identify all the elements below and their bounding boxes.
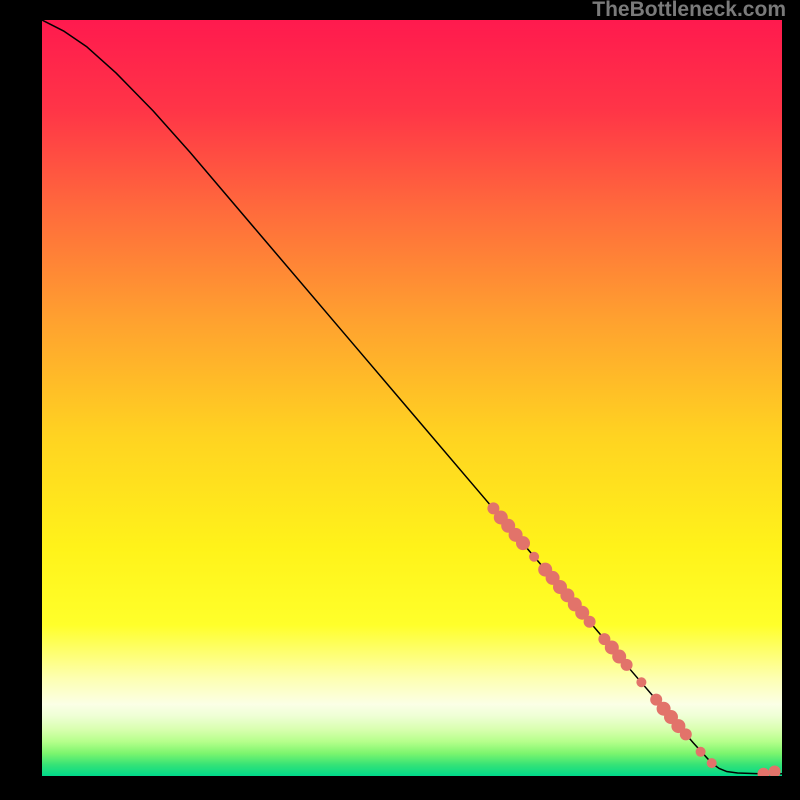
data-marker: [584, 616, 596, 628]
chart-stage: TheBottleneck.com: [0, 0, 800, 800]
data-marker: [529, 552, 539, 562]
watermark-text: TheBottleneck.com: [592, 0, 786, 22]
chart-svg: [42, 20, 782, 776]
gradient-background: [42, 20, 782, 776]
plot-area: [42, 20, 782, 776]
data-marker: [680, 728, 692, 740]
data-marker: [696, 747, 706, 757]
data-marker: [621, 659, 633, 671]
data-marker: [516, 536, 530, 550]
data-marker: [636, 677, 646, 687]
data-marker: [707, 758, 717, 768]
